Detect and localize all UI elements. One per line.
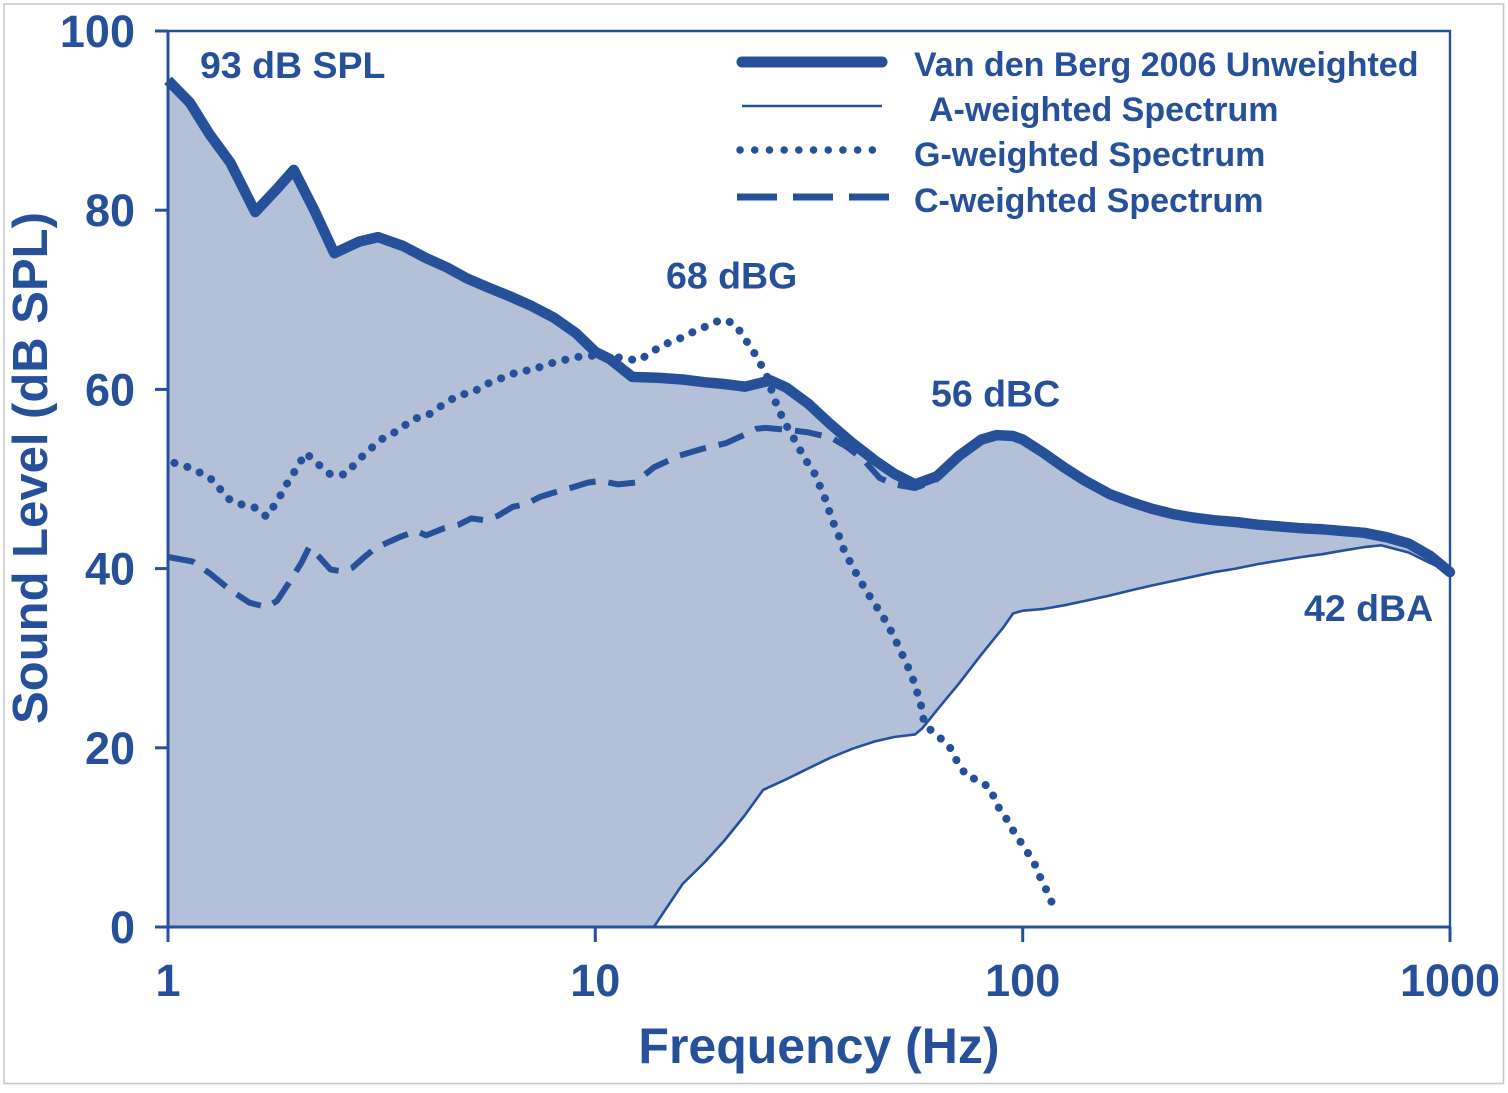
svg-text:100: 100	[985, 955, 1060, 1006]
svg-text:Frequency (Hz): Frequency (Hz)	[638, 1018, 999, 1074]
svg-text:20: 20	[85, 723, 135, 774]
svg-text:40: 40	[85, 544, 135, 595]
svg-text:Van den Berg 2006 Unweighted: Van den Berg 2006 Unweighted	[914, 46, 1418, 84]
svg-text:0: 0	[110, 902, 135, 953]
svg-text:42 dBA: 42 dBA	[1304, 587, 1433, 629]
svg-text:G-weighted Spectrum: G-weighted Spectrum	[914, 136, 1265, 174]
svg-text:93 dB SPL: 93 dB SPL	[200, 44, 385, 86]
svg-text:68 dBG: 68 dBG	[666, 255, 797, 297]
svg-text:Sound Level (dB SPL): Sound Level (dB SPL)	[4, 212, 58, 724]
svg-text:10: 10	[570, 955, 620, 1006]
svg-text:60: 60	[85, 364, 135, 415]
svg-text:A-weighted Spectrum: A-weighted Spectrum	[929, 91, 1278, 129]
svg-text:80: 80	[85, 185, 135, 236]
svg-text:1: 1	[155, 955, 180, 1006]
svg-text:C-weighted Spectrum: C-weighted Spectrum	[914, 182, 1263, 220]
svg-text:100: 100	[60, 6, 135, 57]
svg-text:1000: 1000	[1400, 955, 1500, 1006]
svg-text:56 dBC: 56 dBC	[931, 373, 1060, 415]
